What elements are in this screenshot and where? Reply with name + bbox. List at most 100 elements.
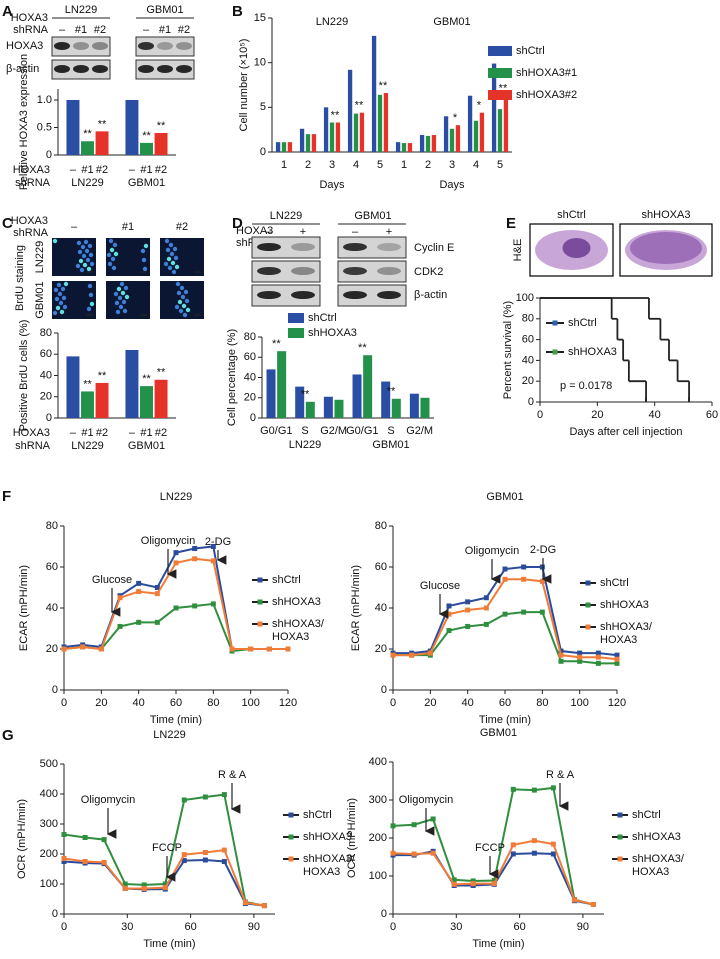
panel-label: F <box>2 488 11 505</box>
significance: ** <box>98 118 107 130</box>
marker <box>210 544 216 549</box>
bar <box>352 374 362 418</box>
y-tick-label: 20 <box>40 391 52 403</box>
legend-swatch <box>488 46 512 56</box>
y-tick-label: 80 <box>522 313 534 325</box>
row-label: shRNA <box>15 177 51 189</box>
x-axis-label: Days <box>319 179 345 191</box>
marker <box>154 585 160 590</box>
marker <box>173 550 179 556</box>
panel-label: E <box>506 215 516 232</box>
marker <box>181 858 187 864</box>
band-label: HOXA3 <box>6 40 43 52</box>
nucleus <box>82 262 88 268</box>
y-tick-label: 60 <box>244 351 256 363</box>
marker <box>61 832 67 837</box>
y-tick-label: 60 <box>46 561 58 573</box>
significance: ** <box>98 370 107 382</box>
row-label: shRNA <box>15 440 51 452</box>
blot <box>337 284 407 307</box>
marker <box>154 591 160 597</box>
row-label: shRNA <box>13 24 49 36</box>
nucleus <box>86 306 92 312</box>
panel-label: B <box>232 3 243 20</box>
row-label: LN229 <box>34 241 46 273</box>
legend-label: shHOXA3#2 <box>516 89 577 101</box>
bar <box>479 112 485 152</box>
marker <box>430 816 436 822</box>
marker <box>451 881 457 887</box>
nucleus <box>118 304 124 310</box>
marker <box>117 595 123 601</box>
nucleus <box>173 255 179 261</box>
marker <box>446 611 452 617</box>
nucleus <box>79 267 85 273</box>
legend-marker <box>585 624 591 630</box>
nucleus <box>170 260 176 266</box>
cell-line: LN229 <box>270 210 302 222</box>
marker <box>285 646 291 652</box>
marker <box>521 609 527 615</box>
legend-marker <box>585 580 591 586</box>
legend-swatch <box>288 313 304 323</box>
nucleus <box>175 281 181 287</box>
legend-marker <box>257 621 263 627</box>
nucleus <box>114 300 120 306</box>
nucleus <box>77 249 83 255</box>
nucleus <box>172 246 178 252</box>
x-axis-label: Time (min) <box>472 938 524 950</box>
annotation: Oligomycin <box>81 794 135 806</box>
x-tick-label: G2/M <box>406 425 433 437</box>
marker <box>162 885 168 891</box>
legend-marker <box>617 812 623 818</box>
legend-label: shCtrl <box>308 312 337 324</box>
bar <box>391 398 401 418</box>
column-label: #1 <box>122 221 134 233</box>
nucleus <box>52 238 58 244</box>
nucleus <box>142 266 148 272</box>
x-tick-label: G2/M <box>320 425 347 437</box>
nucleus <box>53 287 59 293</box>
legend-label: shHOXA3 <box>308 327 357 339</box>
y-axis-label: Cell number (×10⁵) <box>238 39 250 132</box>
x-axis-label: Days after cell injection <box>569 426 682 438</box>
x-tick-label: #2 <box>96 427 108 439</box>
lane-label: #1 <box>159 24 171 36</box>
marker <box>202 794 208 800</box>
x-tick-label: 60 <box>499 697 511 709</box>
marker <box>229 646 235 652</box>
bar <box>503 95 509 152</box>
marker <box>221 792 227 798</box>
bar <box>323 396 333 418</box>
legend-marker <box>552 320 558 326</box>
nucleus <box>58 300 64 306</box>
x-tick-label: 60 <box>184 921 196 933</box>
x-tick-label: S <box>387 425 394 437</box>
chart-title: LN229 <box>160 491 192 503</box>
nucleus <box>174 264 180 270</box>
blot-band <box>73 42 89 50</box>
legend-marker <box>617 834 623 840</box>
significance: ** <box>379 80 388 92</box>
bar <box>443 116 449 152</box>
micrograph <box>106 281 150 319</box>
y-axis-label: Relative HOXA3 expression <box>18 54 30 190</box>
marker <box>266 646 272 652</box>
bar <box>431 135 437 152</box>
bar <box>140 386 153 418</box>
tissue <box>630 232 702 264</box>
nucleus <box>81 253 87 259</box>
nucleus <box>178 308 184 314</box>
x-tick-label: 4 <box>473 159 479 171</box>
y-axis-label: ECAR (mPH/min) <box>350 565 362 651</box>
y-tick-label: 100 <box>369 870 387 882</box>
x-tick-label: 80 <box>207 697 219 709</box>
nucleus <box>168 242 174 248</box>
significance: * <box>477 100 482 112</box>
bar <box>383 93 389 152</box>
nucleus <box>169 251 175 257</box>
blot <box>251 236 321 259</box>
marker <box>531 850 537 856</box>
cell-line: GBM01 <box>354 210 391 222</box>
